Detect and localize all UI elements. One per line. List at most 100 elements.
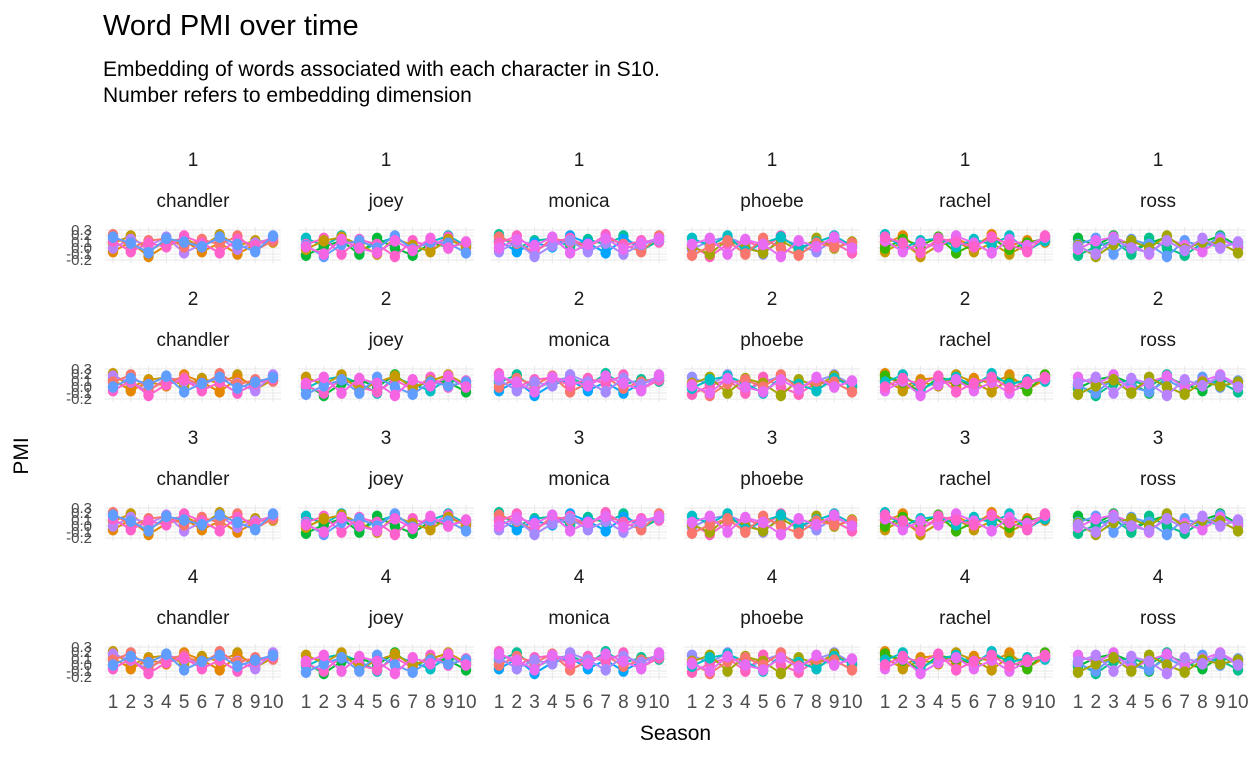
data-point bbox=[933, 241, 944, 253]
data-point bbox=[107, 231, 119, 243]
data-point bbox=[425, 380, 436, 392]
series-line bbox=[112, 238, 274, 258]
facet-panel bbox=[1070, 505, 1246, 541]
data-point bbox=[143, 515, 154, 527]
facet-dim-label: 1 bbox=[766, 150, 778, 171]
facet-panel bbox=[684, 505, 860, 541]
data-point bbox=[1090, 380, 1101, 392]
data-point bbox=[986, 525, 997, 537]
x-axis-tick-group: 1 2 3 4 5 6 7 8 9 10 bbox=[684, 692, 863, 714]
facet-panel bbox=[298, 227, 474, 263]
series-line bbox=[112, 513, 274, 532]
facet-strip-dim-row: 1 1 1 1 1 1 bbox=[0, 143, 1248, 179]
series-line bbox=[498, 374, 660, 393]
facet-dim-label: 4 bbox=[766, 567, 778, 588]
data-point bbox=[1039, 508, 1051, 520]
x-tick-label: 3 bbox=[336, 692, 347, 713]
facet-panel bbox=[105, 366, 281, 402]
data-point bbox=[1161, 648, 1173, 660]
data-point bbox=[1161, 370, 1173, 382]
data-point bbox=[933, 510, 944, 523]
data-point bbox=[1072, 666, 1084, 678]
data-point bbox=[1126, 665, 1137, 677]
x-tick-label: 7 bbox=[793, 692, 804, 713]
data-point bbox=[618, 377, 629, 390]
data-point bbox=[1215, 520, 1226, 532]
data-point bbox=[371, 525, 383, 537]
data-point bbox=[1232, 514, 1244, 526]
data-point bbox=[915, 389, 926, 402]
data-point bbox=[407, 244, 418, 257]
facet-strip-character-row: chandler joey monica phoebe rachel ross bbox=[0, 465, 1248, 495]
series-line bbox=[1077, 376, 1239, 396]
data-point bbox=[1161, 667, 1173, 680]
x-tick-label: 1 bbox=[1072, 692, 1084, 713]
data-point bbox=[1004, 238, 1015, 251]
data-point bbox=[1143, 664, 1155, 676]
plot-title: Word PMI over time bbox=[103, 10, 359, 42]
series-line bbox=[305, 373, 467, 392]
x-tick-label: 4 bbox=[933, 692, 944, 713]
facet-panel bbox=[877, 644, 1053, 680]
y-tick-label: 0.0 bbox=[71, 517, 92, 535]
x-tick-label: 3 bbox=[915, 692, 926, 713]
data-point bbox=[250, 245, 261, 258]
data-point bbox=[1090, 658, 1101, 670]
data-point bbox=[196, 377, 208, 390]
data-point bbox=[897, 515, 908, 527]
data-point bbox=[879, 509, 891, 521]
data-point bbox=[897, 662, 908, 675]
y-axis-ticks: 0.3 0.2 0.1 0.0 -0.1 -0.2 bbox=[0, 640, 100, 685]
series-line bbox=[1077, 237, 1239, 256]
y-tick-label: 0.0 bbox=[71, 378, 92, 396]
data-point bbox=[582, 516, 594, 529]
data-point bbox=[443, 370, 454, 382]
facet-panel bbox=[1070, 644, 1246, 680]
facet-strip-character-row: chandler joey monica phoebe rachel ross bbox=[0, 604, 1248, 634]
y-tick-label: -0.1 bbox=[66, 523, 92, 541]
data-point bbox=[1179, 388, 1190, 400]
facet-character-label: rachel bbox=[939, 330, 991, 351]
y-tick-label: -0.2 bbox=[66, 251, 92, 269]
data-point bbox=[1161, 528, 1173, 541]
series-line bbox=[305, 237, 467, 256]
data-point bbox=[722, 526, 733, 538]
data-point bbox=[1232, 381, 1244, 393]
data-point bbox=[740, 233, 751, 246]
y-tick-label: 0.1 bbox=[71, 372, 92, 390]
data-point bbox=[1126, 650, 1137, 663]
x-axis-title: Season bbox=[639, 722, 712, 745]
data-point bbox=[143, 667, 154, 680]
series-line bbox=[498, 653, 660, 671]
series-line bbox=[884, 653, 1046, 671]
series-line bbox=[305, 654, 467, 674]
facet-dim-label: 2 bbox=[766, 289, 778, 310]
data-point bbox=[636, 662, 647, 675]
data-point bbox=[407, 652, 418, 664]
data-point bbox=[793, 513, 804, 525]
data-point bbox=[704, 652, 715, 664]
data-point bbox=[933, 648, 944, 660]
data-point bbox=[1215, 242, 1226, 254]
data-point bbox=[757, 516, 769, 529]
facet-dim-label: 3 bbox=[766, 428, 778, 449]
data-point bbox=[336, 233, 347, 246]
data-point bbox=[407, 666, 418, 678]
data-point bbox=[1039, 230, 1051, 242]
data-point bbox=[300, 666, 312, 678]
data-point bbox=[775, 250, 787, 263]
data-point bbox=[389, 235, 401, 247]
series-line bbox=[884, 655, 1046, 675]
data-point bbox=[161, 656, 172, 669]
x-tick-label: 10 bbox=[455, 692, 477, 713]
data-point bbox=[143, 389, 154, 402]
plot-subtitle: Embedding of words associated with each … bbox=[103, 57, 660, 109]
series-line bbox=[305, 515, 467, 534]
data-point bbox=[915, 525, 926, 537]
data-point bbox=[511, 511, 522, 524]
data-point bbox=[425, 523, 436, 536]
facet-character-label: ross bbox=[1140, 330, 1176, 351]
facet-row: 1 1 1 1 1 1 chandler joey monica phoebe rachel ross… bbox=[0, 143, 1248, 268]
x-tick-label: 9 bbox=[1021, 692, 1033, 713]
series-line bbox=[1077, 653, 1239, 675]
